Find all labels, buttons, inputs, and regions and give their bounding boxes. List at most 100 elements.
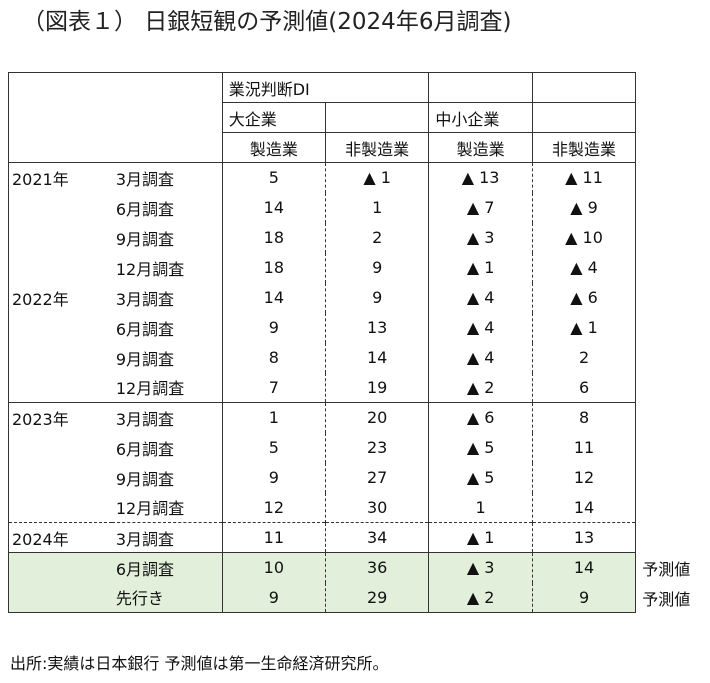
tankan-table: 業況判断DI 大企業 中小企業 製造業 非製造業 製造業 非製造業 2021年 3… <box>7 72 710 613</box>
survey-month-cell: 9月調査 <box>111 342 223 373</box>
large-mfg-cell: 5 <box>222 432 326 463</box>
small-mfg-cell: ▲ 2 <box>428 582 533 613</box>
survey-month-cell: 6月調査 <box>111 432 223 463</box>
large-nonmfg-cell: 30 <box>325 492 430 523</box>
small-nonmfg-cell: 11 <box>532 432 637 463</box>
forecast-note <box>636 523 710 553</box>
large-mfg-cell: 14 <box>222 192 326 223</box>
table-row: 6月調査 5 23 ▲ 5 11 <box>7 432 710 463</box>
header-large-enterprises: 大企業 <box>221 102 326 133</box>
header-small-nonmfg: 非製造業 <box>531 132 637 163</box>
survey-month-cell: 12月調査 <box>111 372 223 403</box>
table-row: 6月調査 14 1 ▲ 7 ▲ 9 <box>7 192 710 223</box>
large-mfg-cell: 9 <box>222 462 326 493</box>
survey-month-cell: 3月調査 <box>111 522 223 553</box>
header-blank <box>8 72 223 103</box>
small-mfg-cell: ▲ 1 <box>428 522 533 553</box>
note-empty <box>636 103 710 133</box>
forecast-note <box>636 463 710 493</box>
survey-month-cell: 12月調査 <box>111 492 223 523</box>
small-mfg-cell: 1 <box>428 492 533 523</box>
large-mfg-cell: 18 <box>222 222 326 253</box>
small-mfg-cell: ▲ 4 <box>428 342 533 373</box>
forecast-note <box>636 433 710 463</box>
large-mfg-cell: 10 <box>222 552 326 583</box>
header-small-enterprises: 中小企業 <box>428 102 533 133</box>
table-row: 先行き 9 29 ▲ 2 9 予測値 <box>7 582 710 613</box>
large-nonmfg-cell: 13 <box>325 312 430 343</box>
small-mfg-cell: ▲ 3 <box>428 222 533 253</box>
small-mfg-cell: ▲ 7 <box>428 192 533 223</box>
survey-month-cell: 9月調査 <box>111 222 223 253</box>
forecast-note <box>636 313 710 343</box>
note-empty <box>636 133 710 163</box>
small-mfg-cell: ▲ 4 <box>428 282 533 313</box>
year-cell <box>7 312 112 343</box>
header-row-1: 業況判断DI <box>8 72 710 103</box>
large-mfg-cell: 9 <box>222 582 326 613</box>
large-mfg-cell: 5 <box>222 162 326 193</box>
survey-month-cell: 先行き <box>111 582 223 613</box>
large-mfg-cell: 11 <box>222 522 326 553</box>
large-nonmfg-cell: 36 <box>325 552 430 583</box>
table-row: 2022年 3月調査 14 9 ▲ 4 ▲ 6 <box>7 282 710 313</box>
large-mfg-cell: 8 <box>222 342 326 373</box>
table-row: 6月調査 9 13 ▲ 4 ▲ 1 <box>7 312 710 343</box>
large-nonmfg-cell: 29 <box>325 582 430 613</box>
small-nonmfg-cell: 14 <box>532 492 637 523</box>
small-nonmfg-cell: 12 <box>532 462 637 493</box>
header-empty <box>428 72 533 103</box>
table-row: 12月調査 18 9 ▲ 1 ▲ 4 <box>7 252 710 283</box>
survey-month-cell: 6月調査 <box>111 192 223 223</box>
header-di-label: 業況判断DI <box>221 72 430 103</box>
year-cell: 2022年 <box>7 282 112 313</box>
survey-month-cell: 12月調査 <box>111 252 223 283</box>
large-nonmfg-cell: 14 <box>325 342 430 373</box>
year-cell <box>7 432 112 463</box>
year-cell <box>7 492 112 523</box>
survey-month-cell: 6月調査 <box>111 312 223 343</box>
large-nonmfg-cell: 34 <box>325 522 430 553</box>
small-nonmfg-cell: 14 <box>532 552 637 583</box>
large-mfg-cell: 18 <box>222 252 326 283</box>
table-row: 12月調査 12 30 1 14 <box>7 492 710 523</box>
small-nonmfg-cell: 6 <box>532 372 637 403</box>
large-nonmfg-cell: 9 <box>325 252 430 283</box>
note-empty <box>636 73 710 103</box>
forecast-note <box>636 193 710 223</box>
year-cell <box>7 462 112 493</box>
header-small-mfg: 製造業 <box>428 132 533 163</box>
year-cell <box>7 192 112 223</box>
year-cell <box>7 252 112 283</box>
year-cell <box>7 372 112 403</box>
large-mfg-cell: 7 <box>222 372 326 403</box>
year-cell: 2023年 <box>7 402 112 433</box>
forecast-note <box>636 493 710 523</box>
year-cell <box>7 582 112 613</box>
survey-month-cell: 6月調査 <box>111 552 223 583</box>
table-row: 9月調査 9 27 ▲ 5 12 <box>7 462 710 493</box>
large-nonmfg-cell: 23 <box>325 432 430 463</box>
small-mfg-cell: ▲ 4 <box>428 312 533 343</box>
large-mfg-cell: 14 <box>222 282 326 313</box>
forecast-note <box>636 373 710 403</box>
small-mfg-cell: ▲ 1 <box>428 252 533 283</box>
survey-month-cell: 3月調査 <box>111 402 223 433</box>
small-nonmfg-cell: ▲ 1 <box>532 312 637 343</box>
small-mfg-cell: ▲ 13 <box>428 162 533 193</box>
small-nonmfg-cell: ▲ 6 <box>532 282 637 313</box>
small-nonmfg-cell: 8 <box>532 402 637 433</box>
survey-month-cell: 9月調査 <box>111 462 223 493</box>
header-empty <box>531 102 637 133</box>
forecast-note <box>636 403 710 433</box>
small-nonmfg-cell: 9 <box>532 582 637 613</box>
small-nonmfg-cell: ▲ 11 <box>532 162 637 193</box>
table-row: 6月調査 10 36 ▲ 3 14 予測値 <box>7 552 710 583</box>
source-note: 出所:実績は日本銀行 予測値は第一生命経済研究所。 <box>10 654 389 673</box>
header-row-3: 製造業 非製造業 製造業 非製造業 <box>8 132 710 163</box>
large-mfg-cell: 12 <box>222 492 326 523</box>
header-empty <box>324 102 430 133</box>
